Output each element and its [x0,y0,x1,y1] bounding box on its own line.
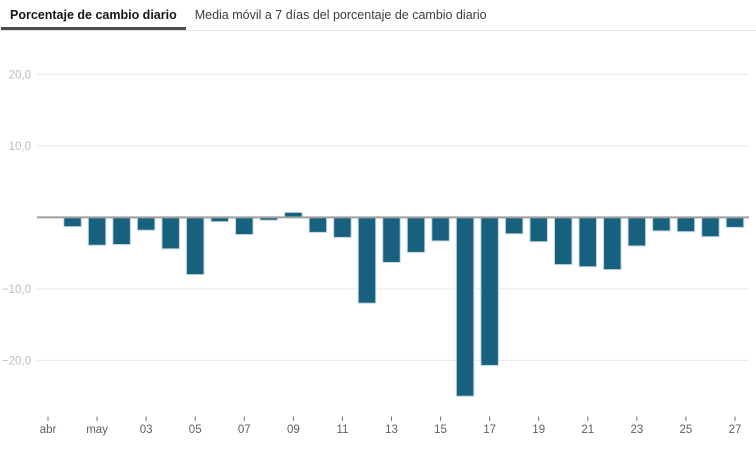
bar[interactable] [701,216,720,238]
x-axis-tick-label: 07 [238,424,251,436]
bar[interactable] [529,216,548,243]
bar[interactable] [578,216,598,268]
x-axis-tick-label: 27 [729,424,742,436]
bar[interactable] [382,216,401,263]
bar[interactable] [333,216,352,238]
bar[interactable] [235,216,254,236]
y-axis-tick-label: −10,0 [2,284,31,296]
x-axis-tick-label: 13 [385,424,398,436]
x-axis-tick-label: 19 [532,424,545,436]
bar[interactable] [652,216,671,232]
x-axis-tick-label: 05 [189,424,202,436]
bar[interactable] [455,216,475,397]
x-axis-tick-label: may [86,424,108,436]
bar[interactable] [406,216,426,253]
x-axis-tick-label: 21 [581,424,594,436]
bar[interactable] [553,216,573,266]
bar[interactable] [87,216,107,246]
x-axis-tick-label: 15 [434,424,447,436]
bar[interactable] [112,216,131,246]
x-axis-tick-label: 25 [680,424,693,436]
x-axis-tick-label: 17 [483,424,496,436]
x-axis-tick-label: abr [40,424,57,436]
bar[interactable] [627,216,647,247]
bar[interactable] [308,216,328,233]
bar[interactable] [63,216,82,228]
bar[interactable] [161,216,180,250]
y-axis-tick-label: −20,0 [2,355,31,367]
bar[interactable] [676,216,696,233]
bar[interactable] [504,216,524,235]
tab-bar: Porcentaje de cambio diario Media móvil … [0,0,756,31]
y-axis-tick-label: 20,0 [9,69,31,81]
bar[interactable] [136,216,156,231]
bar[interactable] [431,216,450,242]
bar[interactable] [357,216,377,304]
bar[interactable] [725,216,745,228]
tab-porcentaje-cambio-diario[interactable]: Porcentaje de cambio diario [1,0,186,30]
bar[interactable] [603,216,622,271]
bar[interactable] [185,216,205,276]
bar[interactable] [480,216,499,366]
tab-media-movil-7-dias[interactable]: Media móvil a 7 días del porcentaje de c… [194,8,487,22]
x-axis-tick-label: 09 [287,424,300,436]
y-axis-tick-label: 10,0 [9,141,31,153]
x-axis-tick-label: 11 [336,424,348,436]
x-axis-tick-label: 03 [140,424,153,436]
x-axis-tick-label: 23 [630,424,643,436]
